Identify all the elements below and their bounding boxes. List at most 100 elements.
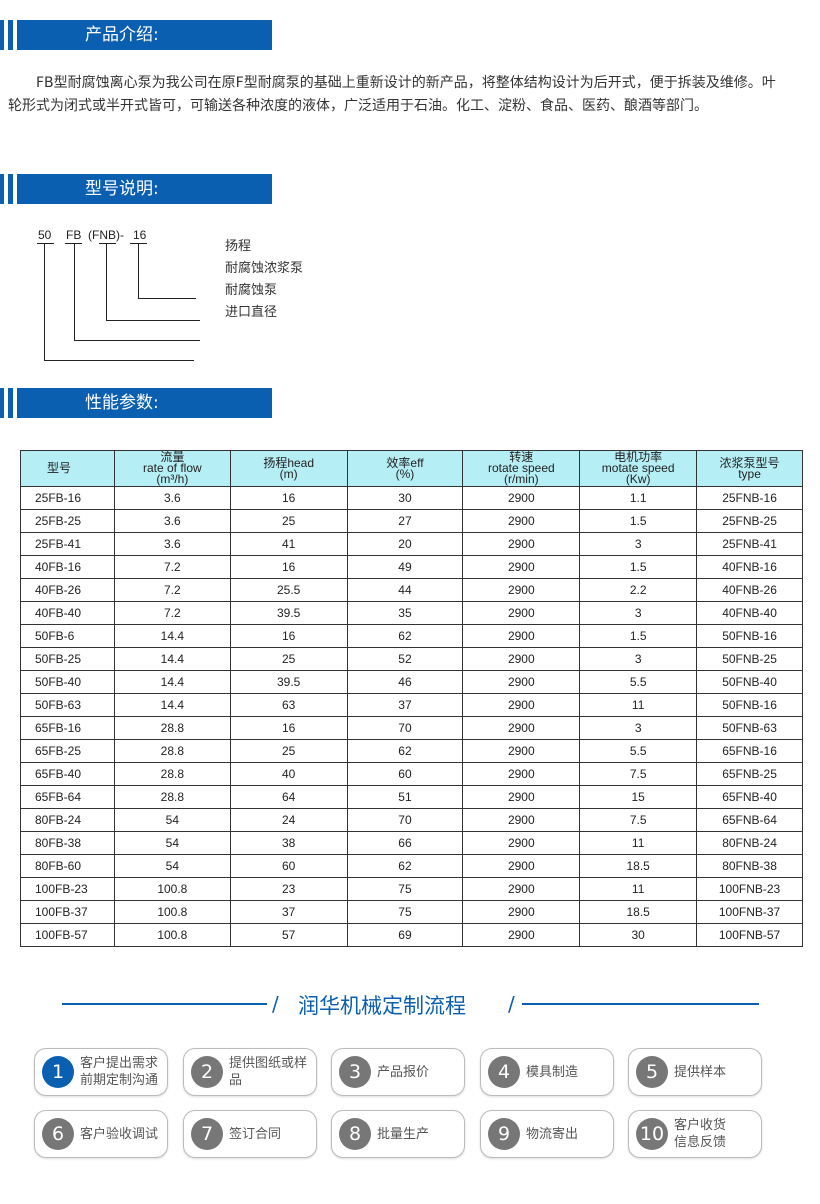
table-cell: 11 (579, 831, 698, 855)
table-cell: 100.8 (113, 900, 231, 924)
section-header-intro: 产品介绍: (0, 20, 272, 50)
table-row: 100FB-37 100.8 37 75 2900 18.5 100FNB-37 (20, 900, 803, 924)
table-cell: 27 (346, 509, 464, 533)
table-cell: 80FB-60 (20, 854, 115, 878)
table-row: 65FB-40 28.8 40 60 2900 7.5 65FNB-25 (20, 762, 803, 786)
table-cell: 5.5 (579, 739, 698, 763)
table-cell: 39.5 (229, 601, 348, 625)
process-title-block: / 润华机械定制流程 / (0, 990, 820, 1020)
table-cell: 50FNB-25 (696, 647, 803, 671)
table-cell: 28.8 (113, 762, 231, 786)
label-head: 扬程 (225, 239, 252, 254)
table-row: 65FB-25 28.8 25 62 2900 5.5 65FNB-16 (20, 739, 803, 763)
table-cell: 3 (579, 532, 698, 556)
table-cell: 2900 (462, 785, 581, 809)
table-cell: 2900 (462, 601, 581, 625)
model-diagram: 50 FB (FNB)- 16 扬程 耐腐蚀浓浆泵 耐腐蚀泵 进口直径 (0, 220, 340, 370)
table-cell: 3.6 (113, 509, 231, 533)
table-row: 25FB-41 3.6 41 20 2900 3 25FNB-41 (20, 532, 803, 556)
table-cell: 2900 (462, 486, 581, 510)
table-row: 100FB-57 100.8 57 69 2900 30 100FNB-57 (20, 923, 803, 947)
table-cell: 25 (229, 739, 348, 763)
process-step: 7 签订合同 (183, 1110, 317, 1158)
table-cell: 40FNB-16 (696, 555, 803, 579)
table-cell: 2900 (462, 877, 581, 901)
table-cell: 62 (346, 739, 464, 763)
table-cell: 2900 (462, 854, 581, 878)
section-title: 性能参数: (17, 388, 272, 418)
code-size: 50 (38, 228, 52, 242)
column-header: 转速 rotate speed (r/min) (462, 450, 581, 487)
table-cell: 60 (229, 854, 348, 878)
table-cell: 100FB-57 (20, 923, 115, 947)
table-cell: 37 (346, 693, 464, 717)
table-cell: 2900 (462, 762, 581, 786)
table-row: 100FB-23 100.8 23 75 2900 11 100FNB-23 (20, 877, 803, 901)
table-cell: 2900 (462, 831, 581, 855)
table-cell: 49 (346, 555, 464, 579)
table-cell: 3.6 (113, 532, 231, 556)
step-number-badge: 7 (191, 1118, 223, 1150)
table-cell: 40FNB-40 (696, 601, 803, 625)
table-cell: 54 (113, 808, 231, 832)
section-header-params: 性能参数: (0, 388, 272, 418)
table-cell: 25FB-25 (20, 509, 115, 533)
table-cell: 75 (346, 877, 464, 901)
table-cell: 40FB-26 (20, 578, 115, 602)
slash-left: / (272, 992, 279, 1016)
table-cell: 40FB-16 (20, 555, 115, 579)
table-cell: 65FNB-16 (696, 739, 803, 763)
table-row: 65FB-64 28.8 64 51 2900 15 65FNB-40 (20, 785, 803, 809)
table-cell: 51 (346, 785, 464, 809)
table-cell: 2900 (462, 923, 581, 947)
table-row: 80FB-38 54 38 66 2900 11 80FNB-24 (20, 831, 803, 855)
table-cell: 25FB-16 (20, 486, 115, 510)
step-number-badge: 8 (339, 1118, 371, 1150)
process-step: 8 批量生产 (331, 1110, 465, 1158)
column-header: 浓浆泵型号 type (696, 450, 803, 487)
table-row: 40FB-26 7.2 25.5 44 2900 2.2 40FNB-26 (20, 578, 803, 602)
table-cell: 7.5 (579, 762, 698, 786)
table-cell: 2900 (462, 739, 581, 763)
table-cell: 50FB-63 (20, 693, 115, 717)
table-cell: 52 (346, 647, 464, 671)
label-inlet-diameter: 进口直径 (225, 305, 278, 320)
table-cell: 65FB-16 (20, 716, 115, 740)
table-cell: 70 (346, 808, 464, 832)
table-cell: 28.8 (113, 785, 231, 809)
table-cell: 57 (229, 923, 348, 947)
step-label: 客户验收调试 (80, 1126, 159, 1142)
table-cell: 30 (346, 486, 464, 510)
table-cell: 66 (346, 831, 464, 855)
process-step: 9 物流寄出 (480, 1110, 614, 1158)
table-row: 25FB-16 3.6 16 30 2900 1.1 25FNB-16 (20, 486, 803, 510)
table-cell: 18.5 (579, 854, 698, 878)
table-cell: 2900 (462, 808, 581, 832)
table-cell: 46 (346, 670, 464, 694)
step-label: 批量生产 (377, 1126, 430, 1142)
performance-table: 型号 流量 rate of flow (m³/h) 扬程head (m) 效率eff (%) 转… (20, 450, 803, 947)
code-type: FB (66, 228, 82, 242)
table-cell: 70 (346, 716, 464, 740)
table-row: 40FB-40 7.2 39.5 35 2900 3 40FNB-40 (20, 601, 803, 625)
table-cell: 50FNB-40 (696, 670, 803, 694)
step-label: 产品报价 (377, 1064, 430, 1080)
table-cell: 63 (229, 693, 348, 717)
table-cell: 25.5 (229, 578, 348, 602)
table-cell: 2900 (462, 624, 581, 648)
table-cell: 64 (229, 785, 348, 809)
table-cell: 62 (346, 854, 464, 878)
table-cell: 100FB-23 (20, 877, 115, 901)
table-cell: 65FNB-25 (696, 762, 803, 786)
table-cell: 50FB-25 (20, 647, 115, 671)
table-cell: 2900 (462, 578, 581, 602)
table-cell: 16 (229, 486, 348, 510)
table-cell: 80FB-24 (20, 808, 115, 832)
table-cell: 54 (113, 854, 231, 878)
table-cell: 40FNB-26 (696, 578, 803, 602)
table-cell: 100.8 (113, 923, 231, 947)
table-cell: 37 (229, 900, 348, 924)
process-step: 4 模具制造 (480, 1048, 614, 1096)
table-cell: 100FNB-37 (696, 900, 803, 924)
table-cell: 38 (229, 831, 348, 855)
